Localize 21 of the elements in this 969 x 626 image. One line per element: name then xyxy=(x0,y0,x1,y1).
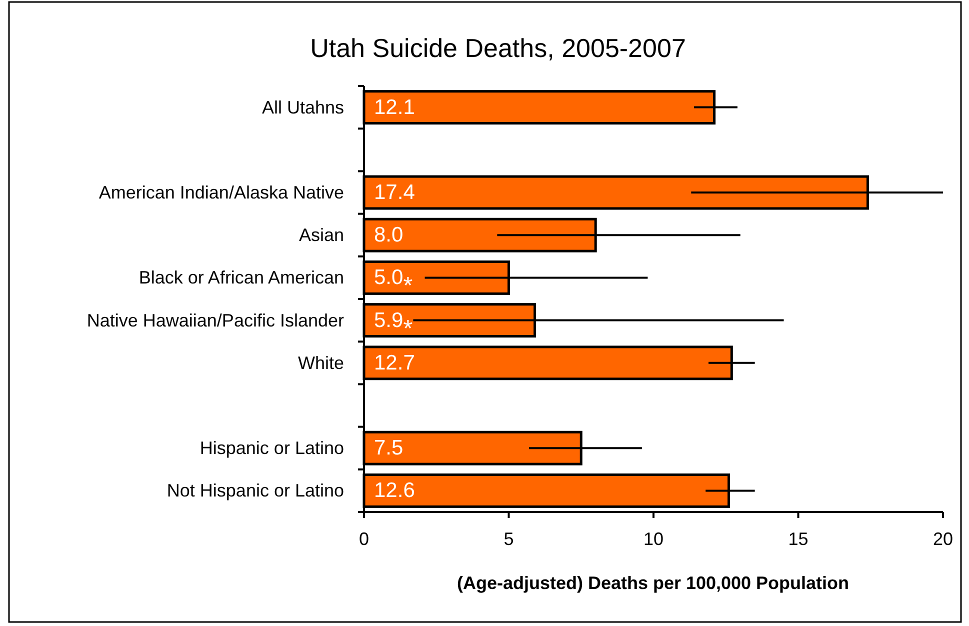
y-tick-label: Native Hawaiian/Pacific Islander xyxy=(86,310,344,330)
x-tick-label: 0 xyxy=(358,529,370,549)
y-tick-label: Asian xyxy=(298,225,344,246)
data-label: 17.4 xyxy=(374,181,416,204)
x-axis-title: (Age-adjusted) Deaths per 100,000 Population xyxy=(456,573,850,593)
data-label: 12.1 xyxy=(374,96,415,119)
x-tick-label: 20 xyxy=(932,529,954,549)
chart-title: Utah Suicide Deaths, 2005-2007 xyxy=(310,33,686,63)
y-tick-label: All Utahns xyxy=(262,97,344,118)
y-tick-label: American Indian/Alaska Native xyxy=(98,182,344,202)
x-tick-label: 15 xyxy=(788,529,808,549)
data-label: 7.5 xyxy=(374,436,404,460)
data-label: 8.0 xyxy=(374,224,404,247)
x-tick-label: 5 xyxy=(504,529,514,549)
y-tick-label: Black or African American xyxy=(138,268,344,288)
data-label: 12.7 xyxy=(374,351,415,374)
y-tick-label: Not Hispanic or Latino xyxy=(166,480,344,501)
data-label: 12.6 xyxy=(374,479,415,502)
y-tick-label: White xyxy=(298,352,344,373)
y-tick-label: Hispanic or Latino xyxy=(200,438,344,458)
x-tick-label: 10 xyxy=(643,529,664,549)
